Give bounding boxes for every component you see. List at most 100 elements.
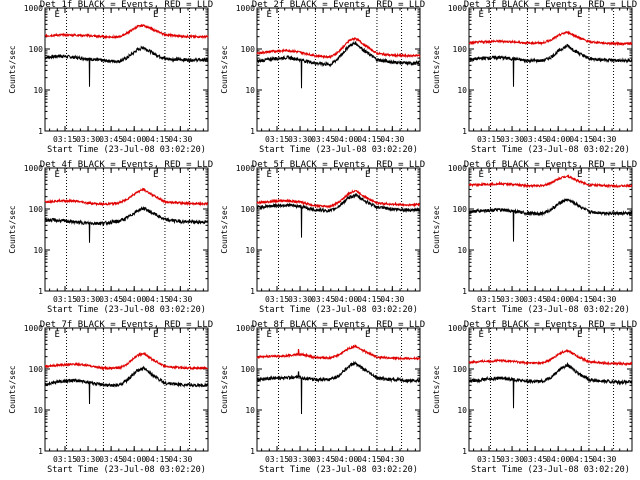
plot-frame bbox=[468, 7, 633, 132]
e-marker: E bbox=[267, 170, 272, 180]
x-tick-label: 03:45 bbox=[311, 455, 335, 464]
y-tick-label: 100 bbox=[29, 45, 44, 54]
plot-frame bbox=[256, 7, 421, 132]
events-series-line bbox=[256, 192, 421, 238]
y-tick-label: 100 bbox=[453, 205, 468, 214]
panel-9: Det 9f BLACK = Events, RED = LLD 1 10 100 10… bbox=[432, 320, 637, 475]
e-marker: E bbox=[577, 170, 582, 180]
panel-1: Det 1f BLACK = Events, RED = LLD 1 10 100 10… bbox=[8, 0, 213, 155]
x-tick-label: 03:15 bbox=[477, 295, 501, 304]
x-tick-label: 04:00 bbox=[122, 455, 146, 464]
x-tick-label: 04:30 bbox=[380, 455, 404, 464]
x-tick-label: 03:15 bbox=[477, 135, 501, 144]
y-tick-label: 1 bbox=[38, 447, 43, 456]
x-tick-label: 04:00 bbox=[334, 135, 358, 144]
y-tick-label: 10 bbox=[33, 406, 43, 415]
y-tick-label: 1000 bbox=[448, 4, 467, 13]
y-axis-label: Counts/sec bbox=[432, 365, 441, 413]
x-tick-label: 04:00 bbox=[546, 455, 570, 464]
e-marker: E bbox=[55, 170, 60, 180]
y-tick-label: 1 bbox=[462, 447, 467, 456]
x-tick-label: 04:15 bbox=[569, 455, 593, 464]
x-tick-label: 03:30 bbox=[76, 295, 100, 304]
x-tick-label: 03:15 bbox=[53, 135, 77, 144]
x-axis-label: Start Time (23-Jul-08 03:02:20) bbox=[471, 465, 630, 475]
x-tick-label: 03:30 bbox=[76, 455, 100, 464]
panel-2: Det 2f BLACK = Events, RED = LLD 1 10 100 10… bbox=[220, 0, 425, 155]
y-tick-label: 1000 bbox=[236, 324, 255, 333]
x-tick-label: 03:30 bbox=[500, 455, 524, 464]
x-tick-label: 03:15 bbox=[265, 135, 289, 144]
x-tick-label: 04:30 bbox=[380, 135, 404, 144]
x-tick-label: 04:00 bbox=[334, 455, 358, 464]
y-tick-label: 1000 bbox=[236, 4, 255, 13]
x-tick-label: 04:00 bbox=[334, 295, 358, 304]
x-tick-label: 04:30 bbox=[592, 455, 616, 464]
plot-frame bbox=[44, 7, 209, 132]
x-tick-label: 03:30 bbox=[288, 295, 312, 304]
y-axis-label: Counts/sec bbox=[220, 365, 229, 413]
y-tick-label: 10 bbox=[457, 86, 467, 95]
e-marker: E bbox=[577, 10, 582, 20]
y-tick-label: 10 bbox=[33, 246, 43, 255]
y-axis-label: Counts/sec bbox=[8, 205, 17, 253]
x-tick-label: 03:45 bbox=[99, 455, 123, 464]
e-marker: E bbox=[55, 330, 60, 340]
x-tick-label: 03:15 bbox=[265, 455, 289, 464]
x-tick-label: 04:00 bbox=[122, 135, 146, 144]
y-tick-label: 1 bbox=[250, 287, 255, 296]
x-tick-label: 03:45 bbox=[99, 295, 123, 304]
x-tick-label: 04:30 bbox=[592, 295, 616, 304]
e-marker: E bbox=[365, 170, 370, 180]
panel-6: Det 6f BLACK = Events, RED = LLD 1 10 100 10… bbox=[432, 160, 637, 315]
y-tick-label: 100 bbox=[241, 365, 256, 374]
x-tick-label: 03:45 bbox=[311, 295, 335, 304]
panel-title: Det 3f BLACK = Events, RED = LLD bbox=[464, 0, 637, 10]
y-tick-label: 10 bbox=[457, 406, 467, 415]
e-marker: E bbox=[55, 10, 60, 20]
lld-series-line bbox=[44, 351, 209, 371]
x-tick-label: 04:30 bbox=[380, 295, 404, 304]
x-axis-label: Start Time (23-Jul-08 03:02:20) bbox=[471, 305, 630, 315]
lld-series-line bbox=[44, 23, 209, 40]
panel-title: Det 7f BLACK = Events, RED = LLD bbox=[40, 320, 213, 330]
y-tick-label: 100 bbox=[453, 365, 468, 374]
y-axis-label: Counts/sec bbox=[432, 205, 441, 253]
x-tick-label: 04:30 bbox=[168, 295, 192, 304]
events-series-line bbox=[468, 198, 633, 242]
events-series-line bbox=[44, 45, 209, 87]
x-tick-label: 04:00 bbox=[546, 135, 570, 144]
plot-frame bbox=[44, 327, 209, 452]
x-tick-label: 04:00 bbox=[546, 295, 570, 304]
x-tick-label: 04:15 bbox=[145, 455, 169, 464]
panel-5: Det 5f BLACK = Events, RED = LLD 1 10 100 10… bbox=[220, 160, 425, 315]
y-tick-label: 1 bbox=[462, 287, 467, 296]
x-axis-label: Start Time (23-Jul-08 03:02:20) bbox=[259, 465, 418, 475]
x-tick-label: 03:45 bbox=[523, 135, 547, 144]
panel-7: Det 7f BLACK = Events, RED = LLD 1 10 100 10… bbox=[8, 320, 213, 475]
x-tick-label: 03:30 bbox=[76, 135, 100, 144]
y-tick-label: 10 bbox=[245, 86, 255, 95]
x-tick-label: 04:15 bbox=[145, 135, 169, 144]
x-tick-label: 03:15 bbox=[477, 455, 501, 464]
x-tick-label: 03:30 bbox=[500, 295, 524, 304]
y-tick-label: 1 bbox=[250, 447, 255, 456]
y-tick-label: 1000 bbox=[448, 164, 467, 173]
events-series-line bbox=[44, 365, 209, 405]
y-tick-label: 1000 bbox=[24, 164, 43, 173]
x-tick-label: 03:30 bbox=[288, 455, 312, 464]
panel-title: Det 4f BLACK = Events, RED = LLD bbox=[40, 160, 213, 170]
y-axis-label: Counts/sec bbox=[432, 45, 441, 93]
x-tick-label: 03:15 bbox=[265, 295, 289, 304]
x-tick-label: 03:45 bbox=[523, 455, 547, 464]
panel-3: Det 3f BLACK = Events, RED = LLD 1 10 100 10… bbox=[432, 0, 637, 155]
x-tick-label: 04:30 bbox=[168, 455, 192, 464]
e-marker: E bbox=[267, 330, 272, 340]
e-marker: E bbox=[365, 330, 370, 340]
y-tick-label: 1000 bbox=[24, 4, 43, 13]
plot-frame bbox=[468, 327, 633, 452]
y-tick-label: 10 bbox=[457, 246, 467, 255]
x-tick-label: 04:15 bbox=[357, 135, 381, 144]
panel-title: Det 8f BLACK = Events, RED = LLD bbox=[252, 320, 425, 330]
x-tick-label: 03:30 bbox=[288, 135, 312, 144]
